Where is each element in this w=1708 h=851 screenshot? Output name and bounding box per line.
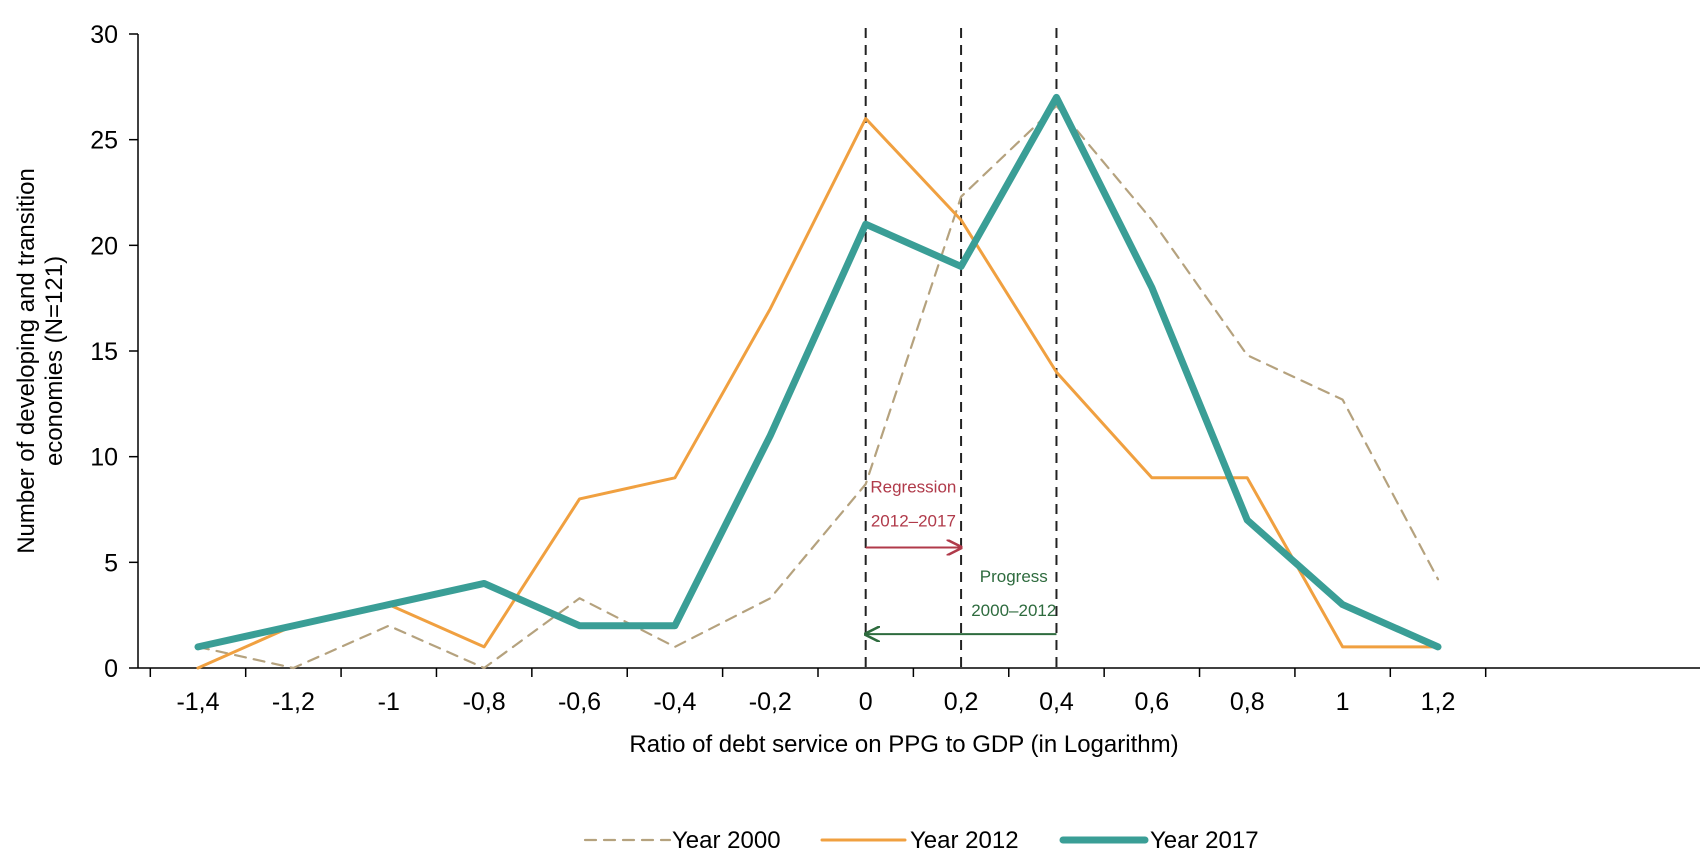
axes: 0 5 10 15 20 25 30 -1,4 -1,2 -1 -0,8 -0,6 -0,4 -0,2 0 0…: [90, 21, 1700, 716]
y-tick-label: 10: [90, 444, 118, 472]
y-tick-label: 20: [90, 232, 118, 260]
y-tick-label: 5: [104, 549, 118, 577]
x-tick-label: -0,6: [558, 688, 601, 716]
x-tick-label: -1,4: [176, 688, 219, 716]
series-group: [194, 93, 1442, 670]
reference-lines: [864, 28, 1058, 668]
annotation-label: 2012–2017: [871, 512, 956, 531]
x-tick-label: 0,6: [1134, 688, 1169, 716]
annotation-label: 2000–2012: [971, 601, 1056, 620]
x-tick-label: 0,8: [1230, 688, 1265, 716]
annotations: Regression 2012–2017 Progress 2000–2012: [866, 478, 1057, 635]
series-line-year-2000: [196, 104, 1440, 670]
legend: Year 2000 Year 2012 Year 2017: [583, 827, 1259, 851]
x-axis-title: Ratio of debt service on PPG to GDP (in …: [629, 731, 1178, 758]
series-line-year-2017: [194, 93, 1442, 651]
x-tick-label: 1,2: [1421, 688, 1456, 716]
annotation-label: Progress: [980, 567, 1048, 586]
x-tick-label: 0,4: [1039, 688, 1074, 716]
y-tick-label: 0: [104, 655, 118, 683]
y-axis-title-line-1: Number of developing and transition: [13, 168, 40, 554]
annotation-label: Regression: [870, 478, 956, 497]
x-tick-label: -1,2: [272, 688, 315, 716]
legend-label: Year 2017: [1150, 827, 1259, 851]
y-tick-label: 25: [90, 127, 118, 155]
x-tick-label: -0,4: [653, 688, 696, 716]
legend-label: Year 2012: [910, 827, 1019, 851]
x-tick-label: 0,2: [944, 688, 979, 716]
y-tick-label: 15: [90, 338, 118, 366]
x-tick-label: -0,2: [749, 688, 792, 716]
y-axis-title-line-2: economies (N=121): [41, 256, 68, 466]
series-line-year-2012: [196, 117, 1440, 670]
y-tick-label: 30: [90, 21, 118, 49]
legend-label: Year 2000: [672, 827, 781, 851]
x-tick-label: -1: [378, 688, 400, 716]
x-tick-label: 1: [1336, 688, 1350, 716]
x-tick-label: -0,8: [463, 688, 506, 716]
x-tick-label: 0: [859, 688, 873, 716]
